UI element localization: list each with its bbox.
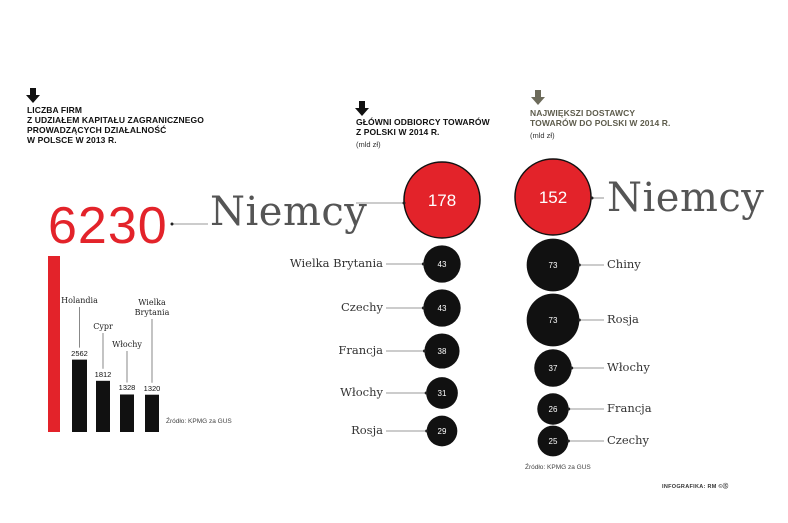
bar-1 (72, 359, 87, 432)
bubble-connector-dot (421, 306, 425, 310)
bubble-value: 37 (549, 364, 558, 373)
bubble-connector-dot (424, 391, 428, 395)
bubble-1 (423, 245, 461, 283)
bubble-1 (526, 238, 580, 292)
bar-0 (48, 256, 60, 432)
suppliers-top-country: Niemcy (607, 175, 765, 221)
infographic-credit: INFOGRAFIKA: RM ©Ⓢ (662, 482, 729, 490)
suppliers-title-line: NAJWIĘKSZI DOSTAWCY (530, 108, 636, 118)
receivers-title-line: Z POLSKI W 2014 R. (356, 127, 440, 137)
bubble-4 (537, 393, 569, 425)
credit-text: INFOGRAFIKA: RM (662, 484, 717, 490)
bubble-country-label: Włochy (340, 385, 383, 399)
bubble-value: 73 (549, 316, 558, 325)
bubble-5 (537, 425, 569, 457)
bar-category-label: Włochy (112, 340, 142, 349)
bubble-country-label: Chiny (607, 257, 641, 271)
bubble-value: 26 (549, 405, 558, 414)
bubble-connector-dot (566, 439, 570, 443)
receivers-title-line: GŁÓWNI ODBIORCY TOWARÓW (356, 117, 490, 127)
bar-4 (145, 394, 159, 432)
firms-title-line: LICZBA FIRM (27, 105, 83, 115)
bar-value-label: 1812 (94, 369, 112, 379)
bubble-value: 31 (438, 389, 447, 398)
firms-source: Źródło: KPMG za GUS (166, 418, 232, 425)
suppliers-source: Źródło: KPMG za GUS (525, 464, 591, 471)
bubble-connector-dot (577, 263, 581, 267)
receivers-unit: (mld zł) (356, 140, 381, 149)
firms-connector-dot (170, 222, 174, 226)
bubble-connector-dot (422, 349, 426, 353)
bar-category-label: Holandia (61, 296, 98, 305)
bar-value-label: 1328 (118, 383, 136, 393)
bar-category-label: Wielka Brytania (134, 298, 170, 317)
bubble-0 (403, 161, 481, 239)
firms-title-line: Z UDZIAŁEM KAPITAŁU ZAGRANICZNEGO (27, 115, 204, 125)
firms-title-line: PROWADZĄCYCH DZIAŁALNOŚĆ (27, 125, 167, 135)
bubble-country-label: Francja (338, 343, 383, 357)
arrow-down-icon (26, 88, 40, 103)
bubble-connector-dot (421, 262, 425, 266)
bar-2 (96, 380, 110, 432)
firms-title: LICZBA FIRM Z UDZIAŁEM KAPITAŁU ZAGRANIC… (27, 105, 204, 145)
bubble-value: 43 (438, 260, 447, 269)
suppliers-main-connector-dot (590, 196, 594, 200)
receivers-main-connector-dot (402, 201, 406, 205)
cc-license-icon: ©Ⓢ (718, 484, 729, 490)
bubble-2 (423, 289, 461, 327)
bar-category-label: Cypr (93, 322, 113, 331)
bubble-value: 73 (549, 261, 558, 270)
bubble-country-label: Francja (607, 401, 652, 415)
suppliers-unit: (mld zł) (530, 131, 555, 140)
bubble-value: 29 (438, 427, 447, 436)
bubble-4 (426, 377, 458, 409)
suppliers-title: NAJWIĘKSZI DOSTAWCY TOWARÓW DO POLSKI W … (530, 108, 670, 128)
bubble-value: 152 (539, 188, 567, 207)
bubble-connector-dot (567, 407, 571, 411)
bubble-connector-dot (577, 318, 581, 322)
bubble-country-label: Rosja (607, 312, 639, 326)
bubble-value: 43 (438, 304, 447, 313)
bar-value-label: 1320 (143, 383, 161, 393)
suppliers-title-line: TOWARÓW DO POLSKI W 2014 R. (530, 118, 671, 128)
arrow-down-icon (355, 101, 369, 116)
receivers-title: GŁÓWNI ODBIORCY TOWARÓW Z POLSKI W 2014 … (356, 117, 490, 137)
bar-value-label: 2562 (71, 348, 88, 358)
arrow-down-icon (531, 90, 545, 105)
bubble-country-label: Czechy (340, 300, 383, 314)
bubble-2 (526, 293, 580, 347)
bubble-country-label: Czechy (607, 433, 650, 447)
bubble-5 (426, 415, 458, 447)
bubble-3 (424, 333, 460, 369)
firms-total-value: 6230 (48, 197, 168, 255)
bubble-connector-dot (570, 366, 574, 370)
bubble-country-label: Włochy (607, 360, 650, 374)
bubble-country-label: Wielka Brytania (289, 256, 383, 270)
bubble-value: 25 (549, 437, 558, 446)
bubble-value: 38 (438, 347, 447, 356)
bar-3 (120, 394, 134, 432)
firms-top-country: Niemcy (210, 189, 368, 235)
bubble-country-label: Rosja (351, 423, 383, 437)
bubble-3 (534, 349, 572, 387)
firms-title-line: W POLSCE W 2013 R. (27, 135, 117, 145)
bubble-value: 178 (428, 191, 456, 210)
bubble-connector-dot (425, 429, 429, 433)
